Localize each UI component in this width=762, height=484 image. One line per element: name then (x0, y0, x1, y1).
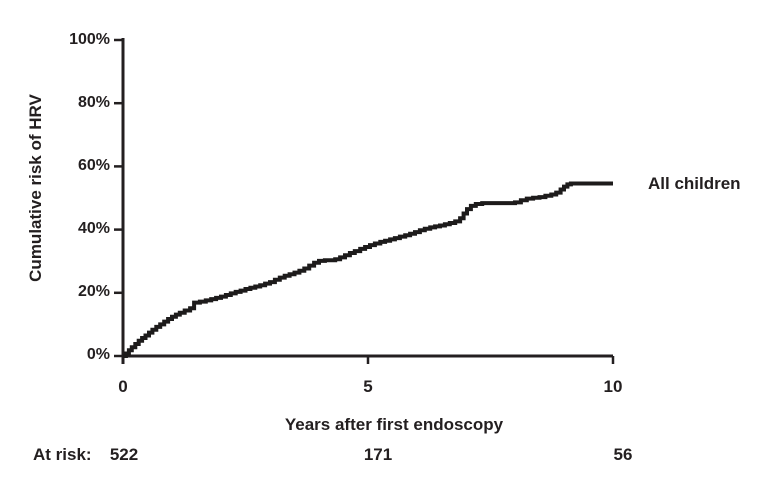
at-risk-count-10: 56 (613, 445, 633, 464)
x-tick-label-5: 5 (363, 377, 373, 396)
at-risk-count-5: 171 (363, 445, 393, 464)
survival-step-curve (123, 181, 613, 358)
y-tick-label-100: 100% (69, 31, 110, 48)
y-axis-title: Cumulative risk of HRV (26, 94, 45, 282)
x-axis-title: Years after first endoscopy (284, 415, 504, 434)
y-tick-label-0: 0% (86, 346, 110, 363)
x-tick-label-10: 10 (603, 377, 623, 396)
y-axis-ticks (114, 38, 123, 358)
x-tick-label-0: 0 (118, 377, 128, 396)
y-tick-label-80: 80% (77, 94, 110, 111)
at-risk-label: At risk: (33, 445, 92, 464)
y-tick-label-60: 60% (77, 157, 110, 174)
at-risk-count-0: 522 (109, 445, 139, 464)
series-label-all-children: All children (648, 174, 741, 193)
y-tick-label-20: 20% (77, 283, 110, 300)
at-risk-row: At risk: 522 171 56 (0, 444, 762, 466)
y-tick-label-40: 40% (77, 220, 110, 237)
